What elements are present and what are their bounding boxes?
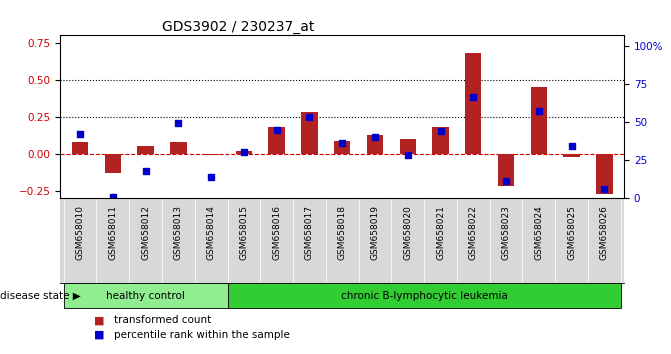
Text: GSM658020: GSM658020 <box>403 205 412 260</box>
Point <box>140 168 151 173</box>
Point <box>173 121 184 126</box>
Bar <box>531 87 547 154</box>
Text: GSM658014: GSM658014 <box>207 205 215 260</box>
Text: GSM658016: GSM658016 <box>272 205 281 260</box>
Bar <box>203 154 219 155</box>
Bar <box>498 154 514 187</box>
Text: chronic B-lymphocytic leukemia: chronic B-lymphocytic leukemia <box>341 291 507 301</box>
Text: transformed count: transformed count <box>114 315 211 325</box>
Bar <box>170 142 187 154</box>
Text: disease state ▶: disease state ▶ <box>0 291 81 301</box>
Point <box>501 179 511 184</box>
Text: GSM658017: GSM658017 <box>305 205 314 260</box>
Bar <box>105 154 121 173</box>
Text: ■: ■ <box>94 315 105 325</box>
Point <box>599 186 610 192</box>
Point <box>533 108 544 114</box>
Text: GSM658013: GSM658013 <box>174 205 183 260</box>
Bar <box>268 127 285 154</box>
Bar <box>367 135 383 154</box>
Text: GSM658022: GSM658022 <box>469 205 478 260</box>
Text: ■: ■ <box>94 330 105 339</box>
Text: percentile rank within the sample: percentile rank within the sample <box>114 330 290 339</box>
Text: GSM658021: GSM658021 <box>436 205 445 260</box>
Bar <box>72 142 89 154</box>
Bar <box>465 53 482 154</box>
Bar <box>564 154 580 157</box>
Bar <box>138 147 154 154</box>
Text: healthy control: healthy control <box>106 291 185 301</box>
Point <box>238 150 249 155</box>
Point <box>304 114 315 120</box>
Text: GSM658026: GSM658026 <box>600 205 609 260</box>
Point <box>370 135 380 140</box>
Bar <box>227 283 621 308</box>
Point <box>403 153 413 158</box>
Bar <box>432 127 449 154</box>
Bar <box>334 141 350 154</box>
Point <box>435 128 446 134</box>
Point <box>206 174 217 180</box>
Bar <box>596 154 613 194</box>
Text: GSM658012: GSM658012 <box>141 205 150 260</box>
Text: GSM658023: GSM658023 <box>501 205 511 260</box>
Bar <box>236 151 252 154</box>
Bar <box>399 139 416 154</box>
Point <box>468 95 478 100</box>
Point <box>337 141 348 146</box>
Text: GSM658019: GSM658019 <box>370 205 380 260</box>
Text: GSM658015: GSM658015 <box>240 205 248 260</box>
Point <box>107 194 118 200</box>
Text: GSM658011: GSM658011 <box>108 205 117 260</box>
Point <box>74 131 85 137</box>
Text: GDS3902 / 230237_at: GDS3902 / 230237_at <box>162 21 314 34</box>
Point <box>566 143 577 149</box>
Point <box>271 127 282 132</box>
Bar <box>64 283 227 308</box>
Text: GSM658018: GSM658018 <box>338 205 347 260</box>
Bar <box>301 112 317 154</box>
Text: GSM658024: GSM658024 <box>534 205 544 260</box>
Text: GSM658025: GSM658025 <box>567 205 576 260</box>
Text: GSM658010: GSM658010 <box>76 205 85 260</box>
